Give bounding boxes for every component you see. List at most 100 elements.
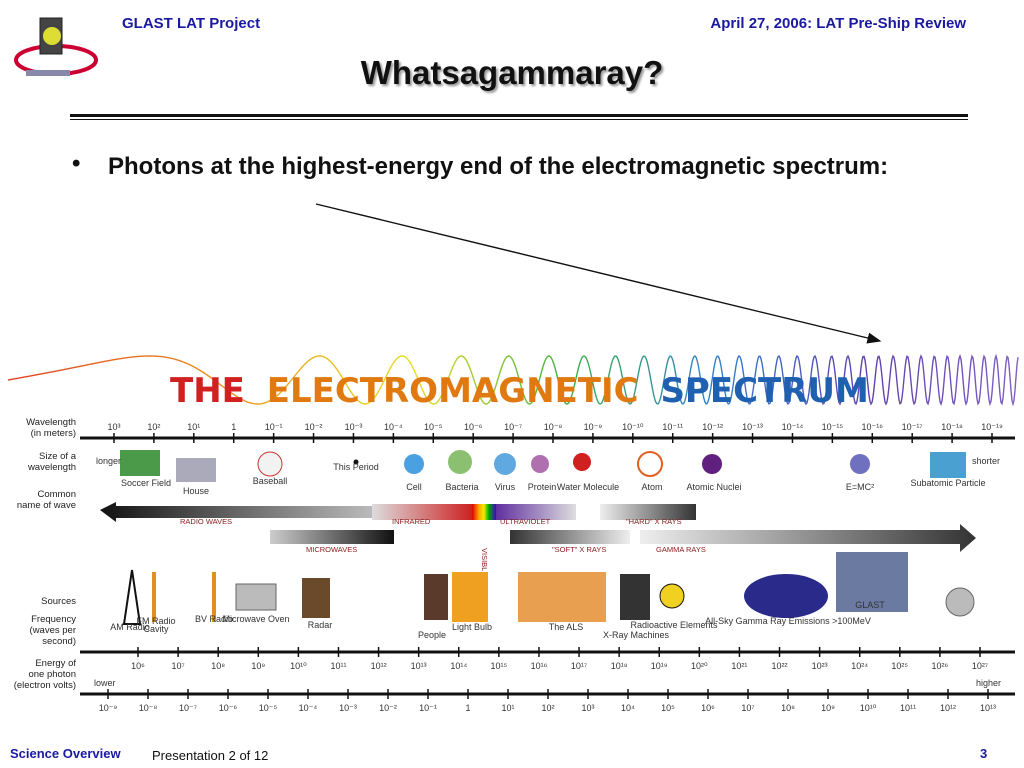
source-label: BV Radio <box>195 614 233 624</box>
svg-text:VISIBLE: VISIBLE <box>480 548 489 576</box>
energy-tick-label: 10⁻³ <box>339 703 357 713</box>
energy-tick-label: 10¹ <box>501 703 514 713</box>
energy-tick-label: 10⁻⁴ <box>299 703 318 713</box>
size-object-label: Virus <box>495 482 516 492</box>
energy-tick-label: 10² <box>541 703 554 713</box>
svg-text:shorter: shorter <box>972 456 1000 466</box>
radioactive-icon <box>659 583 685 609</box>
wavelength-tick-label: 10⁻⁷ <box>504 422 522 432</box>
visible-band <box>472 504 496 520</box>
title-rule-thick <box>70 114 968 117</box>
size-object-label: Atomic Nuclei <box>686 482 741 492</box>
glast-satellite-icon <box>836 552 908 612</box>
row-label-sources: Sources <box>41 596 76 607</box>
frequency-tick-label: 10²⁶ <box>932 661 949 671</box>
svg-text:ULTRAVIOLET: ULTRAVIOLET <box>500 517 551 526</box>
svg-text:lower: lower <box>94 678 116 688</box>
frequency-tick-label: 10²⁷ <box>972 661 988 671</box>
wavelength-tick-label: 10¹ <box>187 422 200 432</box>
wavelength-tick-label: 10⁻¹² <box>702 422 723 432</box>
energy-tick-label: 10⁻¹ <box>419 703 437 713</box>
wavelength-tick-label: 10⁻¹⁶ <box>862 422 884 432</box>
source-label: All-Sky Gamma Ray Emissions >100MeV <box>705 616 871 626</box>
svg-text:"SOFT" X RAYS: "SOFT" X RAYS <box>552 545 606 554</box>
people-icon <box>424 574 448 620</box>
row-label-frequency: Frequency <box>31 614 76 625</box>
frequency-tick-label: 10¹⁴ <box>450 661 467 671</box>
header-project: GLAST LAT Project <box>122 15 261 32</box>
bv-radio-icon <box>212 572 216 622</box>
wavelength-tick-label: 10² <box>147 422 160 432</box>
frequency-tick-label: 10²⁰ <box>691 661 708 671</box>
source-label: Microwave Oven <box>222 614 289 624</box>
frequency-tick-label: 10²⁴ <box>851 661 868 671</box>
am-radio-tower-icon <box>122 569 142 625</box>
bullet-text: Photons at the highest-energy end of the… <box>108 153 889 180</box>
wavelength-tick-label: 10⁻¹ <box>265 422 283 432</box>
source-label: The ALS <box>549 622 584 632</box>
title-rule-thin <box>70 119 968 120</box>
als-icon <box>518 572 606 622</box>
row-label-energy: Energy of <box>35 658 76 669</box>
frequency-tick-label: 10¹² <box>371 661 387 671</box>
house-icon <box>176 458 216 482</box>
row-label-energy: (electron volts) <box>14 680 76 691</box>
svg-text:MICROWAVES: MICROWAVES <box>306 545 357 554</box>
water-molecule-icon <box>573 453 591 471</box>
ultraviolet-band <box>496 504 576 520</box>
size-object-label: Baseball <box>253 476 288 486</box>
size-object-label: E=MC² <box>846 482 874 492</box>
microwave-oven-icon <box>235 583 277 611</box>
infrared-band <box>372 504 472 520</box>
svg-text:GAMMA RAYS: GAMMA RAYS <box>656 545 706 554</box>
atomic-nuclei-icon <box>702 454 722 474</box>
row-label-size: Size of a <box>39 451 77 462</box>
wavelength-tick-label: 10⁻¹⁴ <box>782 422 804 432</box>
radar-icon <box>302 578 330 618</box>
soccer-field-icon <box>120 450 160 476</box>
frequency-tick-label: 10²¹ <box>731 661 747 671</box>
frequency-tick-label: 10²³ <box>812 661 828 671</box>
frequency-tick-label: 10⁷ <box>171 661 184 671</box>
protein-icon <box>531 455 549 473</box>
wavelength-tick-label: 10⁻¹⁰ <box>622 422 644 432</box>
energy-tick-label: 1 <box>465 703 470 713</box>
source-label: Light Bulb <box>452 622 492 632</box>
frequency-tick-label: 10⁶ <box>131 661 145 671</box>
frequency-tick-label: 10¹⁷ <box>571 661 587 671</box>
xray-machine-icon <box>620 574 650 620</box>
energy-tick-label: 10⁻⁷ <box>179 703 197 713</box>
energy-tick-label: 10⁴ <box>621 703 635 713</box>
spectrum-title: THE ELECTROMAGNETIC SPECTRUM <box>170 371 869 411</box>
spectrum-wave <box>7 353 1019 407</box>
fm-radio-icon <box>152 572 156 622</box>
source-label: FM Radio <box>136 616 175 626</box>
frequency-tick-label: 10¹⁰ <box>290 661 307 671</box>
radio-band <box>100 502 400 522</box>
energy-tick-label: 10⁻⁹ <box>99 703 118 713</box>
satellite-dish-icon <box>945 587 975 617</box>
baseball-icon <box>257 451 283 477</box>
source-label: Cavity <box>143 624 169 634</box>
energy-tick-label: 10⁻⁸ <box>139 703 158 713</box>
slide-title: Whatsagammaray? <box>360 54 664 91</box>
row-label-common: Common <box>37 489 76 500</box>
row-label-wavelength: (in meters) <box>31 428 76 439</box>
wavelength-tick-label: 10⁻¹¹ <box>662 422 683 432</box>
wavelength-tick-label: 10⁻¹³ <box>742 422 763 432</box>
source-label: GLAST <box>855 600 885 610</box>
gamma-sky-map-icon <box>744 574 828 618</box>
frequency-tick-label: 10¹⁵ <box>490 661 507 671</box>
atom-icon <box>637 451 663 477</box>
svg-text:"HARD" X RAYS: "HARD" X RAYS <box>626 517 682 526</box>
period-icon <box>353 459 359 465</box>
svg-text:longer: longer <box>96 456 121 466</box>
virus-icon <box>494 453 516 475</box>
source-label: X-Ray Machines <box>603 630 670 640</box>
footer-presentation: Presentation 2 of 12 <box>152 748 269 763</box>
row-label-size: wavelength <box>27 462 76 473</box>
header-review-date: April 27, 2006: LAT Pre-Ship Review <box>710 15 966 32</box>
size-object-label: Water Molecule <box>557 482 619 492</box>
row-label-wavelength: Wavelength <box>26 417 76 428</box>
